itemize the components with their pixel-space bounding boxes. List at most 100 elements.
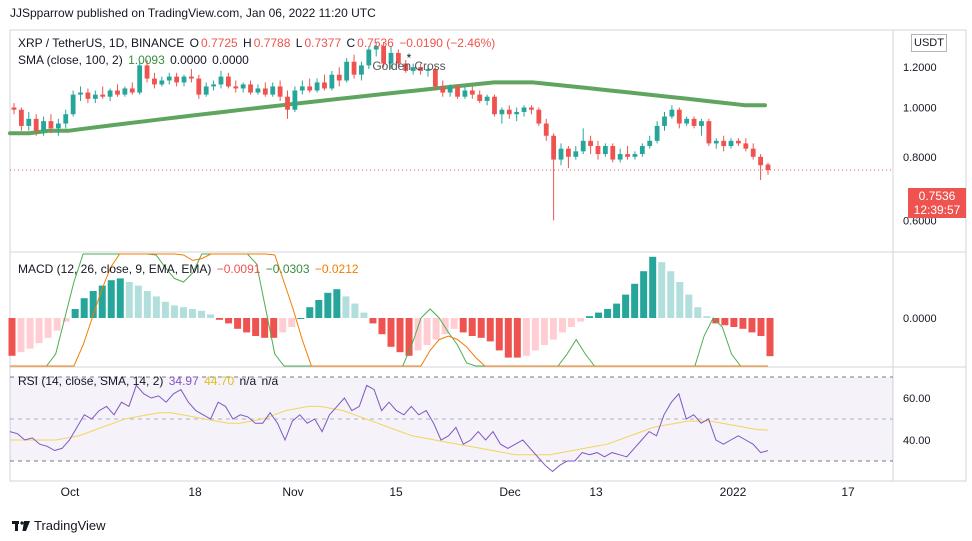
candle-body bbox=[566, 148, 571, 157]
candle bbox=[728, 138, 734, 149]
macd-histogram-bar bbox=[495, 318, 503, 351]
sma-legend: SMA (close, 100, 2) 1.0093 0.0000 0.0000 bbox=[18, 53, 251, 67]
candle-body bbox=[602, 146, 608, 155]
time-tick-label: Dec bbox=[499, 485, 520, 499]
candle-body bbox=[506, 109, 512, 115]
candle bbox=[85, 88, 91, 104]
annotation-marker: * bbox=[407, 51, 412, 65]
macd-histogram-bar bbox=[513, 318, 521, 358]
candle-body bbox=[588, 140, 593, 147]
candle-body bbox=[721, 140, 727, 147]
macd-histogram-bar bbox=[378, 318, 386, 335]
candle-body bbox=[388, 52, 394, 64]
candle-body bbox=[248, 84, 253, 93]
candle bbox=[70, 90, 76, 117]
candle bbox=[558, 143, 564, 166]
candle-body bbox=[26, 118, 32, 126]
candle bbox=[351, 54, 357, 79]
candle bbox=[292, 86, 298, 112]
candle bbox=[595, 140, 601, 160]
candle-body bbox=[484, 96, 490, 101]
candle bbox=[277, 80, 283, 101]
candle-body bbox=[469, 90, 475, 95]
candle-body bbox=[100, 94, 106, 97]
symbol-label[interactable]: XRP / TetherUS, 1D, BINANCE bbox=[18, 36, 185, 50]
candle-body bbox=[462, 90, 468, 97]
candle-body bbox=[211, 84, 216, 87]
candle-body bbox=[639, 146, 645, 155]
candle-body bbox=[366, 49, 372, 66]
time-tick-label: 17 bbox=[841, 485, 855, 499]
macd-value-1: −0.0091 bbox=[216, 262, 261, 276]
macd-histogram-bar bbox=[604, 309, 612, 318]
high-label: H bbox=[243, 36, 252, 50]
candle bbox=[706, 118, 712, 147]
annotation-text: Golden Cross bbox=[372, 59, 445, 73]
candle-body bbox=[152, 78, 157, 85]
candle bbox=[484, 94, 490, 106]
currency-button[interactable]: USDT bbox=[911, 34, 947, 52]
candle bbox=[736, 138, 741, 147]
candle bbox=[270, 82, 276, 97]
open-value: 0.7725 bbox=[200, 36, 238, 50]
macd-histogram-bar bbox=[315, 300, 323, 318]
close-value: 0.7536 bbox=[357, 36, 394, 50]
candle-body bbox=[115, 90, 120, 95]
candle bbox=[285, 90, 290, 119]
candle bbox=[499, 107, 505, 124]
candle bbox=[721, 135, 727, 152]
macd-histogram-bar bbox=[225, 318, 233, 324]
candle bbox=[381, 42, 387, 68]
candle-body bbox=[595, 146, 601, 155]
footer: TradingView bbox=[12, 518, 106, 533]
macd-histogram-bar bbox=[486, 318, 494, 342]
candle-body bbox=[322, 82, 327, 89]
macd-histogram-bar bbox=[441, 318, 449, 335]
macd-label[interactable]: MACD (12, 26, close, 9, EMA, EMA) bbox=[18, 262, 212, 276]
candle-body bbox=[277, 86, 283, 97]
candle-body bbox=[189, 76, 194, 79]
rsi-legend: RSI (14, close, SMA, 14, 2) 34.97 44.70 … bbox=[18, 374, 280, 388]
candle bbox=[647, 135, 653, 149]
candle-body bbox=[203, 86, 209, 95]
sma-value-2: 0.0000 bbox=[170, 53, 207, 67]
candle-body bbox=[410, 67, 416, 71]
macd-histogram-bar bbox=[261, 318, 269, 338]
candle-body bbox=[395, 52, 401, 64]
candle-body bbox=[617, 154, 623, 160]
macd-histogram-bar bbox=[360, 312, 368, 318]
candle-body bbox=[359, 65, 364, 75]
macd-histogram-bar bbox=[179, 307, 187, 318]
candle bbox=[580, 128, 586, 155]
sma-value-1: 1.0093 bbox=[128, 53, 165, 67]
candle-body bbox=[669, 109, 675, 117]
candle bbox=[373, 42, 379, 57]
change-value: −0.0190 (−2.46%) bbox=[399, 36, 496, 50]
macd-histogram-bar bbox=[243, 318, 251, 333]
macd-histogram-bar bbox=[107, 280, 115, 318]
rsi-label[interactable]: RSI (14, close, SMA, 14, 2) bbox=[18, 374, 164, 388]
candle-body bbox=[610, 146, 616, 160]
candle-body bbox=[55, 123, 61, 129]
macd-histogram-bar bbox=[730, 318, 738, 327]
close-label: C bbox=[346, 36, 356, 50]
candle-body bbox=[418, 67, 423, 71]
candle bbox=[691, 116, 697, 129]
candle-body bbox=[625, 154, 630, 157]
candle-body bbox=[129, 88, 135, 93]
macd-histogram-bar bbox=[549, 318, 557, 340]
candle bbox=[218, 70, 224, 89]
macd-histogram-bar bbox=[351, 303, 359, 318]
macd-histogram-bar bbox=[577, 318, 584, 322]
candle bbox=[684, 116, 690, 126]
sma-label[interactable]: SMA (close, 100, 2) bbox=[18, 53, 123, 67]
macd-histogram-bar bbox=[62, 318, 70, 322]
macd-histogram-bar bbox=[540, 318, 548, 345]
candle-body bbox=[499, 109, 505, 115]
candle-body bbox=[285, 96, 290, 110]
candle-body bbox=[262, 88, 268, 95]
candle bbox=[344, 58, 350, 83]
footer-brand[interactable]: TradingView bbox=[34, 518, 106, 533]
candle bbox=[262, 82, 268, 97]
